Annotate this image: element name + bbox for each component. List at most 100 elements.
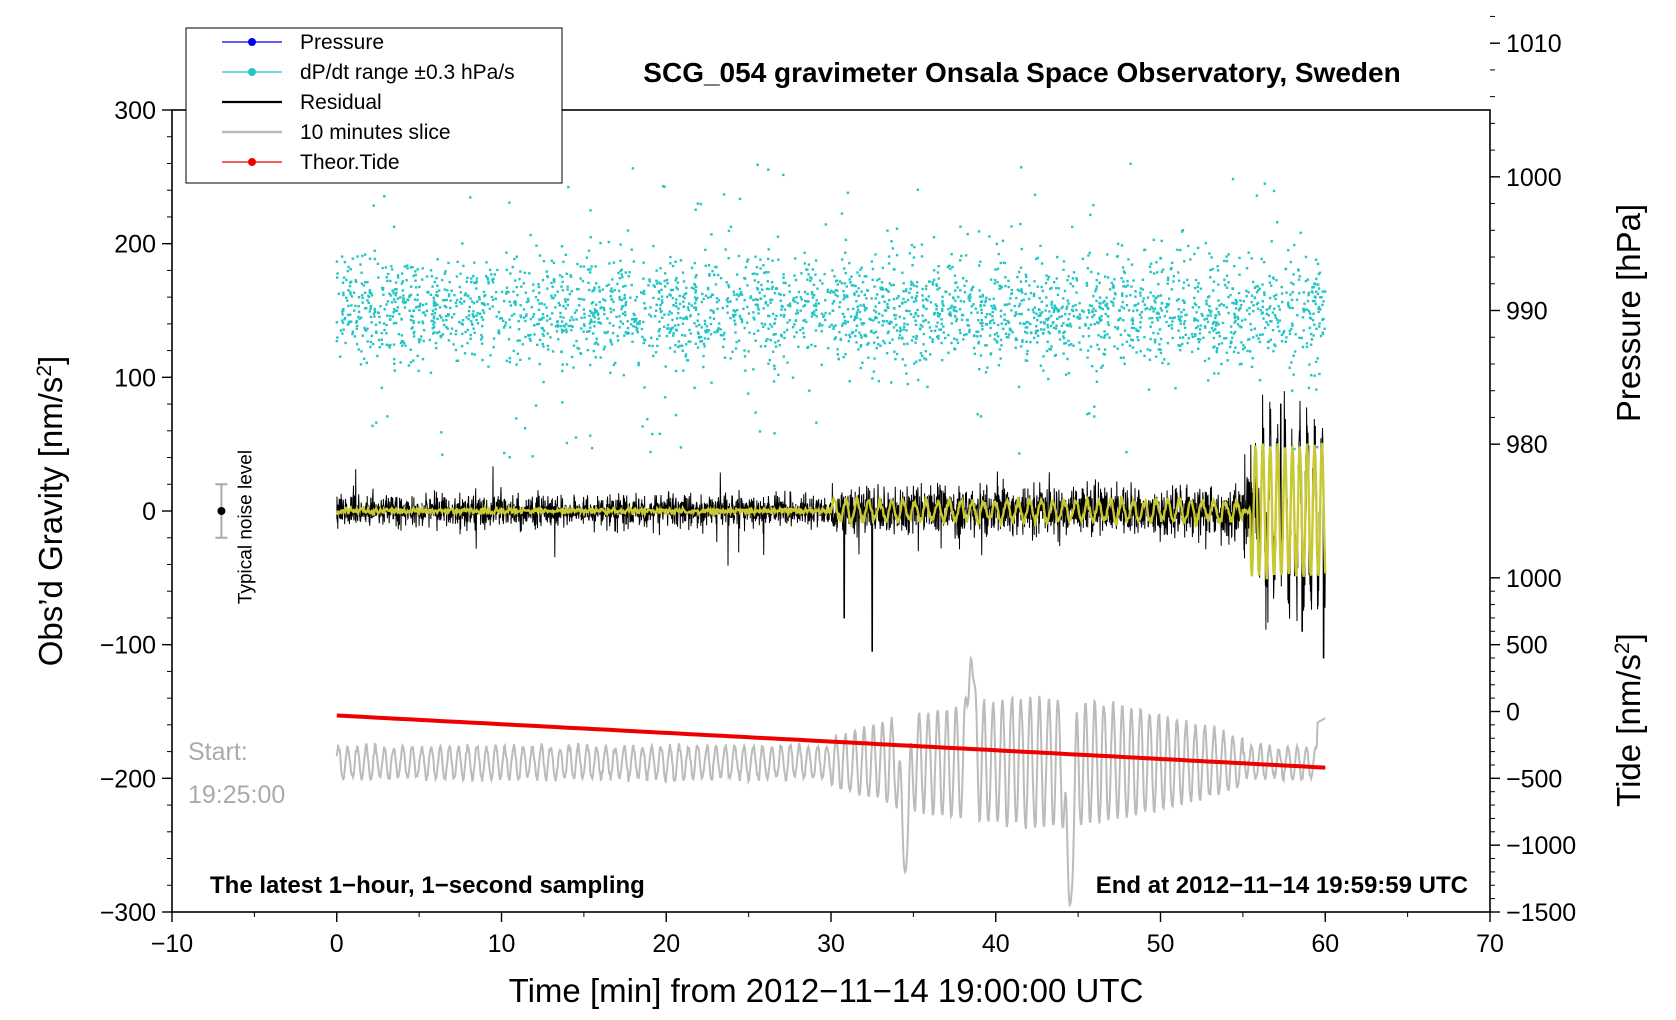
dpdt-point	[941, 300, 944, 303]
dpdt-point	[1039, 244, 1042, 248]
dpdt-point	[373, 249, 376, 252]
dpdt-point	[347, 321, 351, 325]
dpdt-point	[1061, 305, 1064, 309]
dpdt-point	[1097, 334, 1100, 337]
dpdt-point	[505, 290, 509, 294]
dpdt-point	[549, 336, 552, 339]
dpdt-point	[844, 352, 847, 356]
dpdt-point	[438, 289, 441, 292]
dpdt-point	[517, 319, 520, 323]
dpdt-point	[936, 321, 939, 324]
dpdt-point	[464, 292, 467, 295]
dpdt-point	[356, 255, 359, 258]
dpdt-point	[1257, 337, 1260, 340]
dpdt-point	[1290, 298, 1294, 302]
dpdt-point	[385, 303, 388, 306]
dpdt-point	[656, 337, 659, 341]
dpdt-point	[1201, 314, 1204, 317]
dpdt-point	[993, 282, 997, 285]
dpdt-point	[843, 294, 846, 297]
dpdt-point	[1291, 306, 1294, 310]
dpdt-point	[1007, 279, 1010, 283]
dpdt-point	[476, 322, 480, 325]
dpdt-point	[551, 285, 554, 289]
dpdt-point	[1171, 317, 1174, 320]
dpdt-point	[562, 329, 566, 332]
dpdt-point	[1225, 351, 1229, 354]
dpdt-point	[565, 272, 568, 275]
dpdt-point	[608, 321, 612, 325]
dpdt-point	[1046, 326, 1050, 329]
dpdt-point	[1295, 298, 1299, 302]
dpdt-point	[953, 337, 956, 340]
dpdt-point	[359, 363, 363, 366]
dpdt-point	[1183, 326, 1187, 329]
dpdt-point	[895, 352, 899, 356]
dpdt-point	[1302, 329, 1305, 332]
dpdt-point	[615, 315, 618, 319]
dpdt-point	[911, 282, 914, 285]
dpdt-point	[949, 306, 952, 309]
dpdt-point	[624, 313, 627, 317]
dpdt-point	[470, 277, 473, 280]
dpdt-point	[1177, 344, 1180, 347]
dpdt-point	[845, 294, 849, 297]
dpdt-point	[803, 262, 807, 265]
dpdt-point	[404, 344, 407, 347]
dpdt-point	[801, 326, 805, 330]
dpdt-point	[1181, 342, 1184, 346]
dpdt-point	[431, 285, 434, 288]
dpdt-point	[865, 307, 868, 310]
dpdt-point	[984, 371, 988, 374]
dpdt-point	[674, 301, 678, 305]
dpdt-point	[1107, 315, 1110, 318]
dpdt-point	[388, 314, 392, 318]
dpdt-point	[777, 258, 780, 261]
dpdt-point	[779, 314, 783, 317]
dpdt-point	[422, 329, 426, 332]
dpdt-point	[641, 335, 644, 339]
dpdt-point	[588, 434, 592, 437]
dpdt-point	[1100, 366, 1103, 369]
dpdt-point	[393, 309, 397, 313]
dpdt-point	[947, 333, 950, 337]
dpdt-point	[341, 281, 345, 285]
dpdt-point	[794, 319, 797, 322]
dpdt-point	[513, 300, 517, 303]
dpdt-point	[858, 274, 861, 277]
dpdt-point	[766, 337, 769, 341]
dpdt-point	[694, 306, 698, 309]
dpdt-point	[1276, 221, 1279, 224]
dpdt-point	[594, 282, 598, 285]
dpdt-point	[1004, 284, 1007, 288]
dpdt-point	[1087, 311, 1091, 314]
dpdt-point	[532, 289, 535, 292]
dpdt-point	[409, 266, 412, 269]
dpdt-point	[1313, 299, 1316, 303]
dpdt-point	[1203, 318, 1206, 321]
dpdt-point	[546, 275, 550, 279]
dpdt-point	[1206, 320, 1210, 324]
dpdt-point	[655, 269, 658, 272]
dpdt-point	[461, 318, 465, 322]
dpdt-point	[589, 235, 592, 239]
dpdt-point	[856, 308, 860, 311]
dpdt-point	[380, 386, 384, 390]
dpdt-point	[1158, 328, 1162, 331]
dpdt-point	[414, 270, 417, 273]
dpdt-point	[941, 295, 944, 299]
dpdt-point	[764, 300, 768, 304]
dpdt-point	[609, 295, 612, 298]
dpdt-point	[455, 299, 459, 302]
dpdt-point	[398, 312, 401, 316]
dpdt-point	[914, 337, 918, 341]
dpdt-point	[402, 299, 405, 303]
dpdt-point	[723, 356, 727, 359]
dpdt-point	[461, 242, 464, 245]
dpdt-point	[815, 315, 818, 318]
dpdt-point	[582, 298, 586, 301]
dpdt-point	[1173, 316, 1177, 319]
dpdt-point	[1312, 334, 1315, 337]
dpdt-point	[632, 317, 636, 321]
dpdt-point	[1110, 300, 1113, 303]
